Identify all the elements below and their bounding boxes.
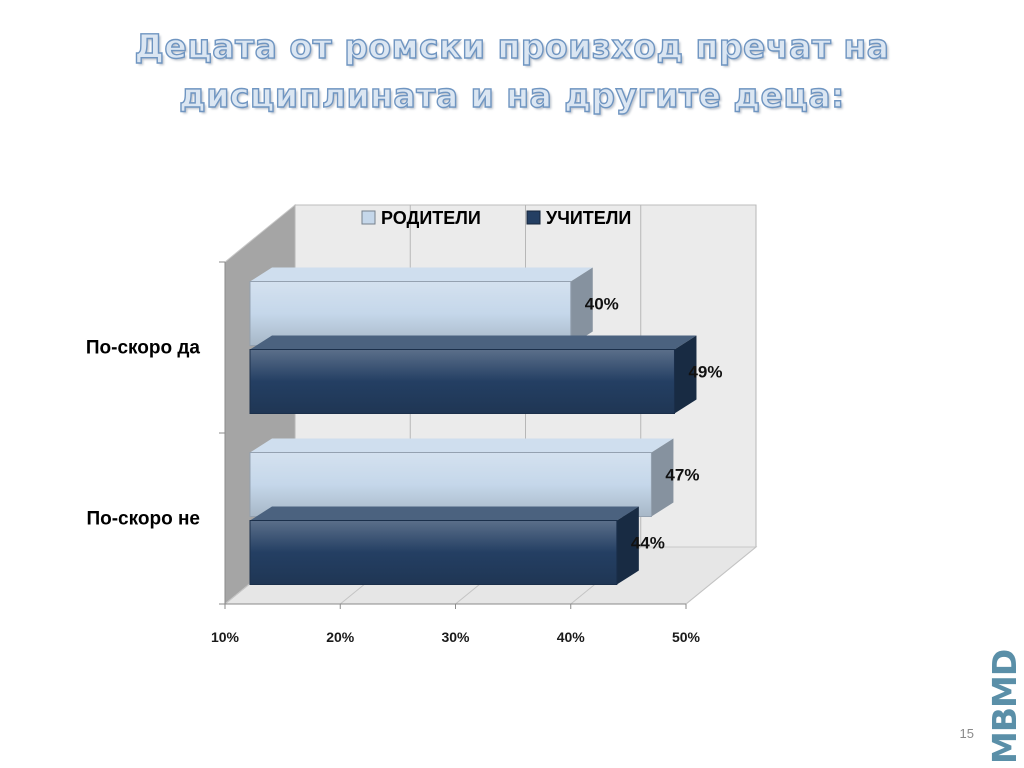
bar-side-face [651, 438, 674, 517]
bar-родители [249, 281, 572, 346]
legend-label: РОДИТЕЛИ [381, 208, 481, 228]
bar-side-face [616, 506, 639, 585]
data-label: 40% [585, 295, 619, 314]
data-label: 49% [688, 363, 722, 382]
logo-text: MBMD [985, 649, 1024, 764]
bar-side-face [674, 335, 697, 414]
x-tick-label: 30% [441, 629, 470, 645]
page-number: 15 [959, 726, 974, 741]
title-line-2: дисциплината и на другите деца: [178, 75, 845, 115]
bar-учители [249, 349, 675, 414]
bar-родители [249, 452, 652, 517]
x-tick-label: 10% [211, 629, 240, 645]
bar-учители [249, 520, 618, 585]
floor-gridline [685, 546, 757, 605]
bar-top-face [250, 506, 639, 521]
data-label: 44% [631, 534, 665, 553]
category-label: По-скоро да [86, 338, 201, 359]
bar-top-face [250, 267, 593, 282]
x-tick-label: 20% [326, 629, 355, 645]
bar-top-face [250, 335, 697, 350]
bar-top-face [250, 438, 674, 453]
x-tick-label: 50% [672, 629, 701, 645]
category-label: По-скоро не [86, 509, 200, 530]
bar-side-face [570, 267, 593, 346]
slide-title: Децата от ромски произход пречат на дисц… [60, 22, 964, 120]
legend-swatch [526, 210, 541, 225]
legend-label: УЧИТЕЛИ [546, 208, 631, 228]
title-line-1: Децата от ромски произход пречат на [134, 26, 890, 66]
logo: MBMD [985, 649, 1024, 764]
legend-swatch [361, 210, 376, 225]
x-tick-label: 40% [557, 629, 586, 645]
data-label: 47% [665, 466, 699, 485]
